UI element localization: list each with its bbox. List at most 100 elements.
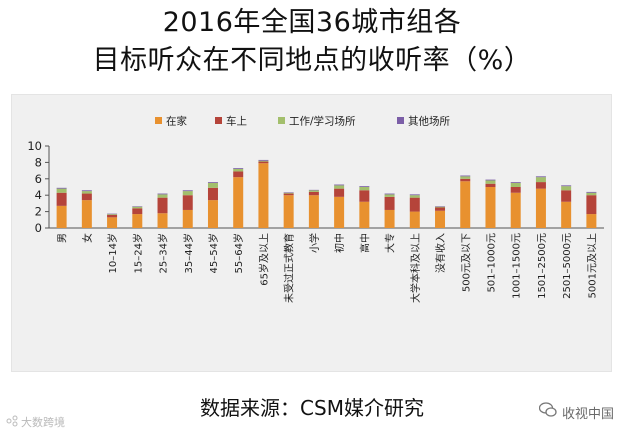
legend-swatch-home [155,117,162,124]
bar-segment-home [586,214,597,228]
x-tick-label: 35–44岁 [182,233,195,273]
x-tick-label: 大学本科及以上 [409,233,422,303]
bar-segment-home [56,205,67,228]
bar-segment-car [510,187,521,193]
legend-label-home: 在家 [166,115,187,128]
bar-segment-home [157,213,168,228]
bar-segment-home [81,200,92,228]
x-tick-label: 5001元及以上 [586,233,598,298]
x-tick-label: 男 [57,233,69,243]
bar-segment-car [586,195,597,215]
bar-segment-work [510,182,521,187]
bar-segment-other [359,186,370,187]
bar-segment-other [207,182,218,183]
bar-segment-other [233,168,244,169]
bar-segment-other [334,184,345,186]
bar-segment-work [258,160,269,162]
wechat-icon [538,402,557,422]
bar-segment-car [435,207,446,211]
x-tick-label: 55–64岁 [232,233,245,273]
bar-segment-work [107,214,118,215]
bar-segment-home [182,209,193,228]
bar-segment-other [157,193,168,195]
watermark-left: 大数跨境 [6,414,65,430]
bar-segment-other [107,213,118,215]
bar-segment-work [283,192,294,194]
y-tick-label: 2 [35,205,42,219]
x-tick-label: 女 [81,233,94,243]
bar-segment-work [157,194,168,198]
bar-segment-home [460,181,471,228]
x-tick-label: 15–24岁 [131,233,144,273]
bar-segment-work [56,188,67,193]
bar-segment-work [359,187,370,191]
x-tick-label: 大专 [384,233,397,253]
y-tick-label: 6 [35,172,42,186]
bar-segment-car [359,190,370,202]
x-tick-label: 小学 [308,233,321,253]
bar-segment-car [56,192,67,206]
bar-segment-car [132,208,143,215]
bar-segment-other [535,176,546,178]
bar-segment-work [586,192,597,196]
x-tick-label: 501–1000元 [486,233,497,293]
bar-segment-work [132,206,143,209]
bar-segment-other [182,190,193,192]
bar-segment-car [334,188,345,197]
bar-segment-other [586,191,597,193]
x-tick-label: 1501–2500元 [537,233,548,299]
chart-title-line1: 2016年全国36城市组各 [162,7,462,38]
bar-segment-car [485,183,496,187]
bar-segment-home [485,187,496,228]
watermark-left-text: 大数跨境 [21,416,65,429]
bar-segment-home [107,217,118,228]
legend-swatch-work [278,117,285,124]
bar-segment-home [359,201,370,228]
bar-segment-car [81,193,92,201]
legend-label-other: 其他场所 [408,115,450,128]
legend-swatch-car [215,117,222,124]
watermark-right-text: 收视中国 [561,406,614,422]
bar-segment-home [384,209,395,228]
x-tick-label: 10–14岁 [106,233,119,273]
bar-segment-work [207,182,218,188]
bar-segment-home [233,177,244,228]
bar-segment-work [409,195,420,198]
bar-segment-work [435,206,446,208]
bar-segment-home [435,210,446,228]
bar-segment-work [460,176,471,179]
watermark-right: 收视中国 [538,402,614,422]
y-tick-label: 8 [35,155,42,169]
legend-swatch-other [397,117,404,124]
bar-segment-car [233,171,244,178]
bar-segment-home [283,195,294,228]
bar-segment-work [182,191,193,196]
bar-segment-car [409,197,420,212]
bar-segment-car [561,190,572,202]
bar-segment-work [308,190,319,192]
bar-segment-other [56,187,67,189]
bar-segment-other [283,192,294,193]
bar-segment-work [81,191,92,194]
bar-segment-home [258,163,269,228]
bar-segment-car [308,191,319,196]
bar-segment-other [510,182,521,183]
bar-segment-car [460,178,471,182]
x-tick-label: 500元及以下 [460,233,472,292]
bar-segment-home [561,201,572,228]
x-tick-label: 1001–1500元 [512,233,523,299]
x-tick-label: 2501–5000元 [562,233,573,299]
bar-segment-car [258,161,269,164]
bar-segment-other [460,175,471,177]
bar-segment-work [535,177,546,183]
bar-segment-car [283,193,294,196]
bar-segment-home [132,214,143,228]
bar-segment-home [409,211,420,228]
x-tick-label: 25–34岁 [157,233,170,273]
chart-panel: 在家 车上 工作/学习场所 其他场所 0 2 4 6 8 10 男 女 10–14岁 15–24岁 25–3… [11,94,612,372]
bar-segment-other [384,193,395,195]
bar-segment-car [107,214,118,218]
y-tick-label: 10 [27,139,42,153]
legend-label-car: 车上 [226,115,247,128]
bar-segment-home [308,195,319,228]
